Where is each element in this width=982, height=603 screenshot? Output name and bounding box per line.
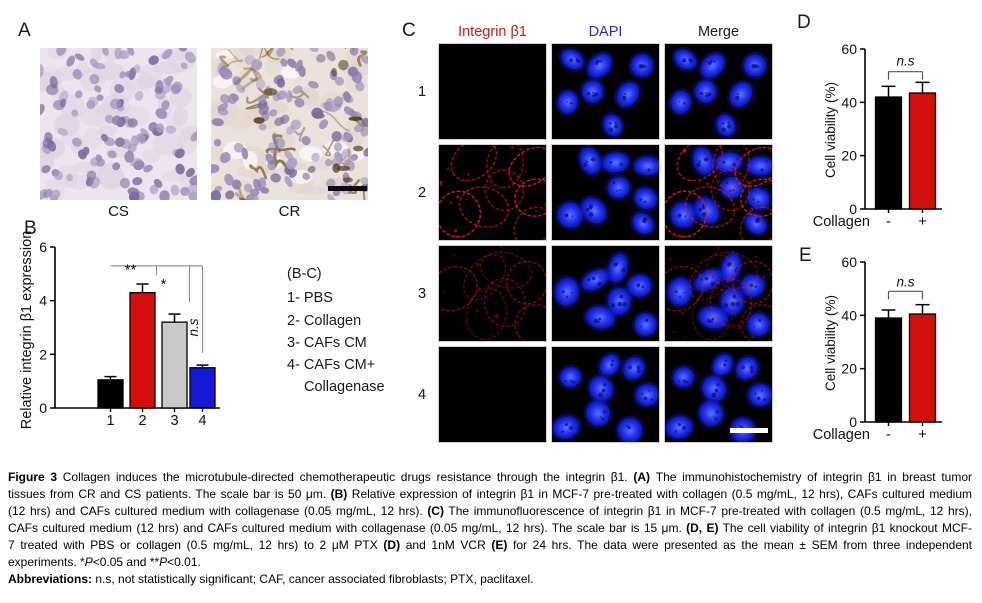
- svg-text:0: 0: [849, 201, 857, 217]
- treatment-legend: (B-C) 1- PBS 2- Collagen 3- CAFs CM 4- C…: [287, 263, 385, 399]
- legend-item: 4- CAFs CM+: [287, 357, 376, 374]
- if-cell-row3-merge: [664, 245, 773, 342]
- svg-text:2: 2: [39, 346, 47, 362]
- legend-item: 3- CAFs CM: [287, 334, 367, 351]
- svg-text:1: 1: [106, 413, 114, 429]
- if-cell-row3-dapi: [551, 245, 660, 342]
- legend-item: 1- PBS: [287, 290, 333, 307]
- ihc-scale-bar: [328, 186, 367, 191]
- if-cell-row1-integrin: [438, 43, 547, 140]
- if-row-label: 4: [417, 386, 427, 403]
- panel-b-label: B: [24, 218, 37, 239]
- svg-text:20: 20: [841, 361, 857, 377]
- ihc-image-cs: [40, 48, 197, 200]
- svg-text:**: **: [125, 261, 137, 278]
- svg-text:2: 2: [138, 413, 146, 429]
- svg-text:20: 20: [841, 148, 857, 164]
- svg-text:60: 60: [841, 41, 857, 57]
- if-cell-row1-dapi: [551, 43, 660, 140]
- panel-a-label: A: [18, 20, 31, 41]
- if-cell-row3-integrin: [438, 245, 547, 342]
- if-cell-row2-merge: [664, 144, 773, 241]
- if-col-header-dapi: DAPI: [588, 24, 623, 40]
- caption-line: (12 hrs) and CAFs cultured medium with c…: [8, 504, 972, 518]
- if-col-header-merge: Merge: [697, 24, 740, 40]
- svg-text:n.s: n.s: [896, 54, 914, 69]
- chart-e: 0 20 40 60 - + Collagen Cell viability (%) n.s: [813, 254, 942, 443]
- svg-text:Cell viability (%): Cell viability (%): [823, 82, 838, 178]
- svg-text:4: 4: [39, 293, 47, 309]
- caption: Figure 3 Collagen induces the microtubul…: [8, 469, 972, 588]
- if-col-header-integrin: Integrin β1: [458, 24, 527, 40]
- svg-text:Collagen: Collagen: [813, 427, 870, 443]
- caption-line: tissues from CR and CS patients. The sca…: [8, 487, 972, 501]
- svg-text:0: 0: [39, 400, 47, 416]
- ihc-label-cr: CR: [278, 203, 301, 220]
- svg-text:+: +: [918, 426, 927, 443]
- if-row-label: 3: [417, 285, 427, 302]
- caption-line: Abbreviations: n.s, not statistically si…: [8, 572, 534, 586]
- if-cell-row2-integrin: [438, 144, 547, 241]
- if-cell-row4-integrin: [438, 346, 547, 443]
- svg-text:0: 0: [849, 414, 857, 430]
- svg-text:3: 3: [170, 413, 178, 429]
- legend-item: 2- Collagen: [287, 312, 362, 329]
- chart-b: 0 2 4 6 1 2 3 4 Relative integrin β1 expression *…: [20, 231, 220, 430]
- svg-text:*: *: [161, 276, 167, 293]
- if-cell-row2-dapi: [551, 144, 660, 241]
- ihc-label-cs: CS: [108, 203, 129, 220]
- svg-text:40: 40: [841, 307, 857, 323]
- svg-text:Collagen: Collagen: [813, 214, 870, 230]
- svg-text:Relative integrin β1 expressio: Relative integrin β1 expression: [20, 231, 35, 430]
- svg-text:+: +: [918, 213, 927, 230]
- panel-c-label: C: [402, 20, 416, 41]
- if-cell-row1-merge: [664, 43, 773, 140]
- caption-line: Figure 3 Collagen induces the microtubul…: [8, 470, 973, 484]
- svg-text:n.s: n.s: [186, 318, 201, 336]
- caption-line: experiments. *P<0.05 and **P<0.01.: [8, 555, 201, 569]
- chart-d: 0 20 40 60 - + Collagen Cell viability (%) n.s: [813, 41, 942, 230]
- legend-title: (B-C): [287, 266, 322, 282]
- if-column-headers: Integrin β1 DAPI Merge: [438, 24, 773, 42]
- if-scale-bar: [730, 428, 768, 433]
- ihc-image-cr: [211, 48, 368, 200]
- caption-line: 7 treated with PBS or collagen (0.5 mg/m…: [8, 538, 973, 552]
- svg-text:Cell viability (%): Cell viability (%): [823, 295, 838, 391]
- if-cell-row4-merge: [664, 346, 773, 443]
- panel-e-label: E: [799, 245, 812, 266]
- svg-text:-: -: [886, 213, 891, 230]
- panel-d-label: D: [797, 12, 811, 33]
- svg-text:40: 40: [841, 94, 857, 110]
- if-row-label: 2: [417, 184, 427, 201]
- svg-text:6: 6: [39, 239, 47, 255]
- svg-text:60: 60: [841, 254, 857, 270]
- svg-text:n.s: n.s: [896, 275, 914, 290]
- if-grid: 1 2 3 4: [410, 43, 773, 443]
- caption-line: CAFs cultured medium (12 hrs) and CAFs c…: [8, 521, 972, 535]
- svg-text:4: 4: [198, 413, 206, 429]
- legend-item: Collagenase: [304, 379, 385, 396]
- if-row-label: 1: [417, 83, 427, 100]
- svg-text:-: -: [886, 426, 891, 443]
- if-cell-row4-dapi: [551, 346, 660, 443]
